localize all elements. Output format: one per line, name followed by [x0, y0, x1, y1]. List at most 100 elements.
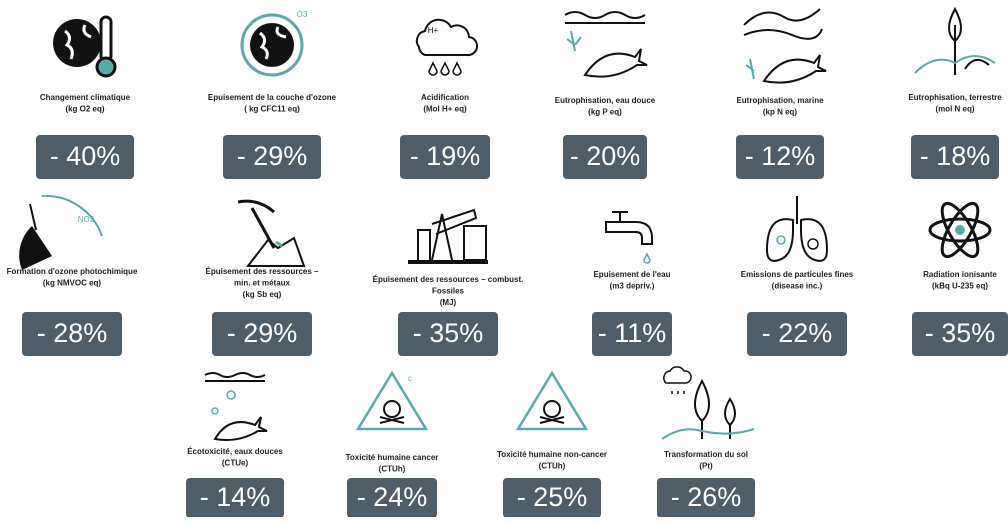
badge-value: - 35%: [413, 318, 484, 348]
badge-value: - 28%: [37, 318, 108, 348]
badge-value: - 14%: [200, 482, 271, 512]
label-line: (kBq U-235 eq): [932, 282, 988, 291]
label-line: (m3 depriv.): [610, 282, 655, 291]
label-line: Épuisement des ressources – combust.: [373, 275, 524, 284]
badge-value: - 40%: [50, 141, 121, 171]
label-line: (CTUh): [379, 465, 406, 474]
badge: [912, 312, 1008, 356]
label-line: (CTUh): [539, 462, 566, 471]
icon-shape: [29, 203, 37, 231]
label-line: (Pt): [699, 462, 713, 471]
icon-shape: [19, 226, 52, 270]
icon: [661, 366, 755, 440]
impact-card: Changement climatique (kg O2 eq) - 40%: [36, 15, 134, 179]
impact-card: Epuisement de l'eau (m3 depriv.) - 11%: [592, 211, 672, 356]
badge: [736, 135, 824, 179]
icon: [204, 372, 268, 441]
icon-shape: [245, 236, 306, 267]
icon: [743, 8, 827, 84]
label-line: ( kg CFC11 eq): [244, 105, 300, 114]
badge-value: - 19%: [410, 141, 481, 171]
label-line: Epuisement de l'eau: [593, 270, 670, 279]
impact-card: Épuisement des ressources – combust. Foss…: [373, 208, 524, 356]
icon: c: [355, 370, 429, 431]
badge: [503, 478, 601, 518]
label-line: (kg P eq): [588, 108, 622, 117]
label-line: Eutrophisation, terrestre: [908, 93, 1002, 102]
icon: NO2: [19, 194, 103, 270]
icon-shape: [643, 252, 651, 264]
impact-card: NO2 Formation d'ozone photochimique (kg NM…: [7, 194, 138, 356]
label-line: (disease inc.): [772, 282, 823, 291]
badge: [400, 135, 490, 179]
icon-label: NO2: [78, 215, 95, 224]
icon: [564, 11, 648, 78]
label-line: min. et métaux: [234, 279, 291, 288]
badge: [212, 312, 312, 356]
icon-shape: [661, 428, 755, 440]
icon-shape: [914, 55, 996, 74]
badge-value: - 11%: [598, 318, 667, 348]
impact-card: Épuisement des ressources – min. et métau…: [206, 199, 319, 356]
label-line: (kg Sb eq): [243, 290, 282, 299]
icon: [408, 208, 488, 264]
label-line: Changement climatique: [40, 93, 131, 102]
icon-shape: [41, 194, 103, 237]
icon-shape: [417, 208, 478, 261]
icon-shape: [204, 372, 266, 382]
icon-shape: [612, 211, 628, 222]
badge-value: - 29%: [227, 318, 298, 348]
badge: [347, 478, 437, 518]
icon-shape: [95, 56, 117, 78]
icon-shape: [762, 54, 827, 84]
icon-shape: [776, 235, 786, 245]
impact-card: Radiation ionisante (kBq U-235 eq) - 35%: [912, 201, 1008, 356]
label-line: (mol N eq): [935, 105, 974, 114]
impact-card: Eutrophisation, eau douce (kg P eq) - 20%: [555, 11, 656, 179]
icon-shape: [671, 391, 685, 394]
label-line: Emissions de particules fines: [741, 270, 854, 279]
impact-card: O3 Epuisement de la couche d'ozone ( kg CF…: [208, 10, 337, 179]
icon: [765, 196, 829, 262]
icon-shape: [940, 201, 980, 259]
badge-value: - 26%: [671, 482, 742, 512]
icon-shape: [428, 61, 462, 76]
badge: [186, 478, 284, 518]
icon-shape: [64, 24, 92, 60]
badge: [223, 135, 321, 179]
icon: H+: [415, 18, 478, 76]
label-line: Formation d'ozone photochimique: [7, 267, 138, 276]
icon-shape: [211, 407, 219, 415]
label-line: Toxicité humaine non-cancer: [497, 450, 607, 459]
label-line: (kg NMVOC eq): [43, 279, 102, 288]
impact-card: Eutrophisation, marine (kp N eq) - 12%: [736, 8, 827, 179]
icon-shape: [964, 58, 990, 70]
label-line: Transformation du sol: [664, 450, 748, 459]
icon: O3: [240, 10, 308, 77]
impact-card: Toxicité humaine non-cancer (CTUh) - 25%: [497, 370, 607, 518]
icon: [928, 201, 992, 259]
icon-shape: [259, 26, 287, 60]
badge: [22, 312, 122, 356]
icon-shape: [566, 30, 582, 52]
icon-shape: [515, 370, 589, 431]
icon-shape: [605, 221, 653, 245]
icon-shape: [940, 201, 980, 259]
badge: [747, 312, 847, 356]
icon-shape: [564, 11, 646, 24]
label-line: Toxicité humaine cancer: [346, 453, 439, 462]
icon: [515, 370, 589, 431]
label-line: (MJ): [440, 298, 457, 307]
badge-value: - 24%: [357, 482, 428, 512]
icon-shape: [99, 15, 113, 63]
label-line: (kg O2 eq): [65, 105, 104, 114]
icon-shape: [663, 366, 692, 384]
badge-value: - 25%: [517, 482, 588, 512]
icon: [237, 199, 306, 267]
icon-shape: [408, 260, 488, 264]
icon-shape: [463, 225, 487, 261]
label-line: Epuisement de la couche d'ozone: [208, 93, 337, 102]
icon: [914, 6, 996, 75]
